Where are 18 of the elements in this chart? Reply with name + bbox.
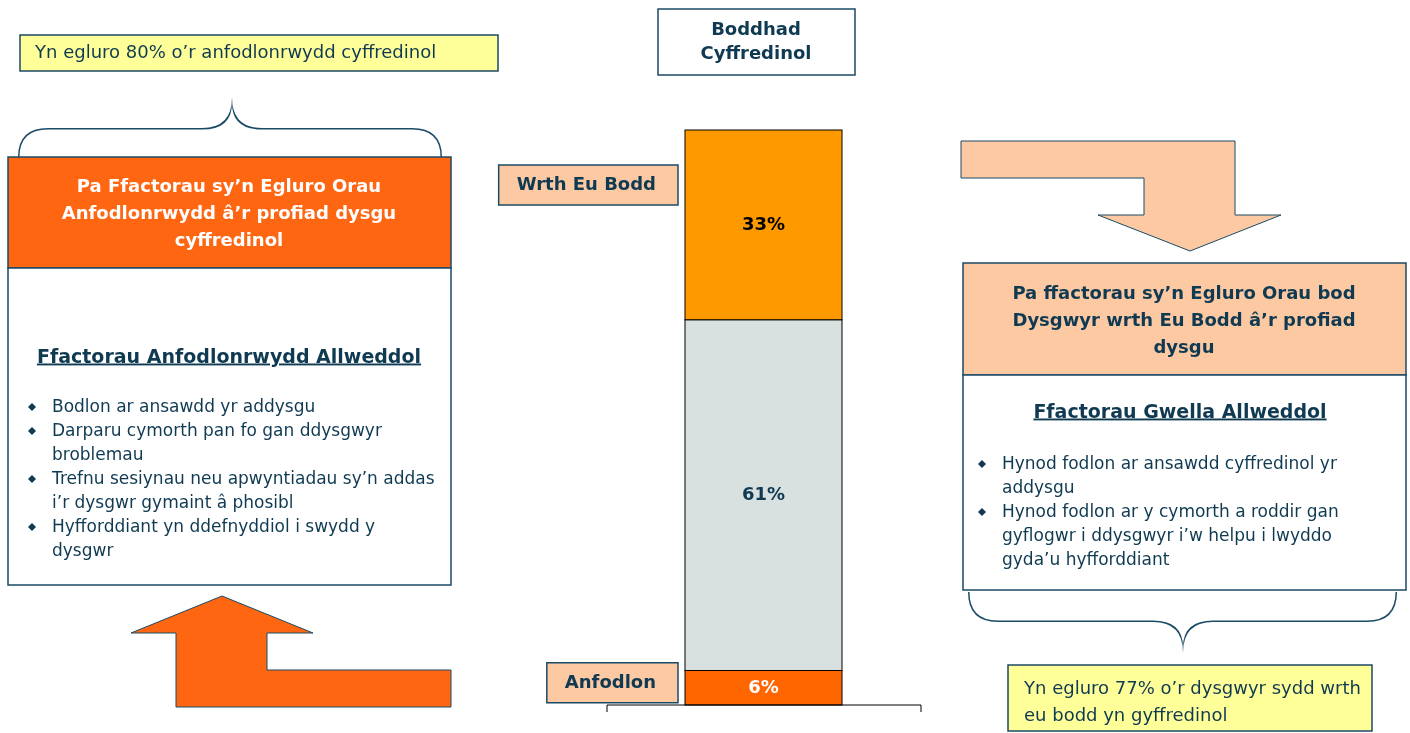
text: Pa Ffactorau sy’n Egluro Orau Anfodlonrwydd â’r profiad dysgu cyffredinol [61, 175, 397, 250]
text: Bodlon ar ansawdd yr addysgu [52, 396, 316, 416]
series-label: Anfodlon [564, 670, 657, 692]
text: Hyfforddiant yn ddefnyddiol i swydd y dysgwr [52, 516, 376, 560]
series-label: Wrth Eu Bodd [516, 173, 657, 194]
text: Yn egluro 80% o’r anfodlonrwydd cyffredinol [34, 41, 437, 62]
text: Yn egluro 77% o’r dysgwyr sydd wrth eu bodd yn gyffredinol [1023, 677, 1361, 725]
data-label: 61% [741, 483, 786, 505]
text: Pa ffactorau sy’n Egluro Orau bod Dysgwyr wrth Eu Bodd â’r profiad dysgu [1012, 282, 1356, 357]
text: Hynod fodlon ar y cymorth a roddir gan gyflogwr i ddysgwyr i’w helpu i lwyddo gyda’u hyfforddiant [1002, 501, 1339, 569]
text: Hynod fodlon ar ansawdd cyffredinol yr addysgu [1002, 453, 1337, 497]
data-label: 33% [741, 212, 786, 234]
data-label: 6% [748, 675, 779, 697]
text: Ffactorau Anfodlonrwydd Allweddol [36, 344, 422, 367]
text: Darparu cymorth pan fo gan ddysgwyr broblemau [52, 420, 382, 464]
text: Ffactorau Gwella Allweddol [1033, 399, 1327, 422]
chart-title: Boddhad Cyffredinol [700, 18, 812, 63]
text: Trefnu sesiynau neu apwyntiadau sy’n addas i’r dysgwr gymaint â phosibl [51, 468, 435, 512]
